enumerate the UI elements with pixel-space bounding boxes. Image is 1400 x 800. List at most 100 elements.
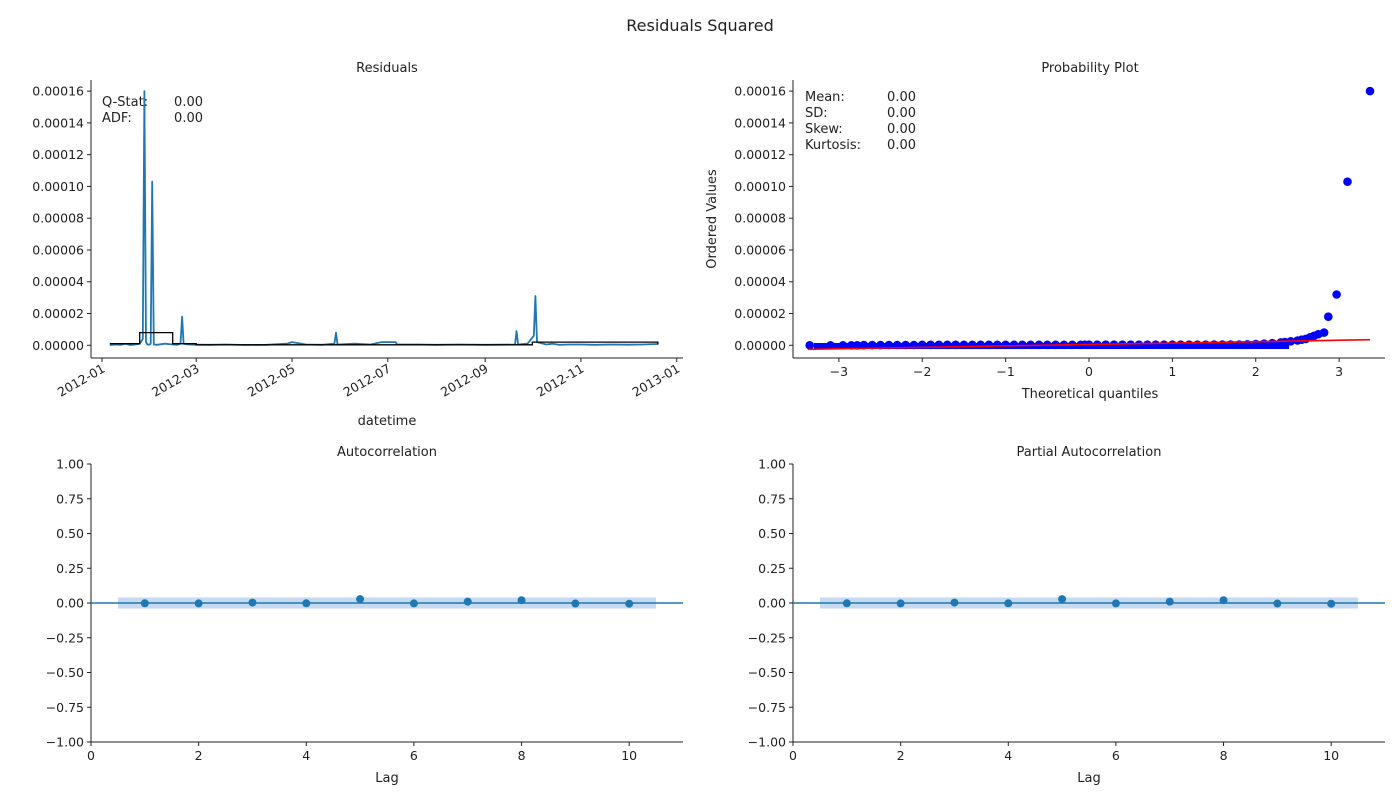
probplot-point xyxy=(1332,290,1341,299)
probplot-ytick-label: 0.00016 xyxy=(734,84,786,99)
residuals-xtick-label: 2012-09 xyxy=(438,361,491,400)
pacf-ytick-label: −1.00 xyxy=(748,735,786,750)
pacf-marker xyxy=(1327,599,1336,608)
acf-ytick-label: −1.00 xyxy=(46,735,84,750)
acf-xtick-label: 10 xyxy=(621,748,637,763)
pacf-marker xyxy=(1058,595,1067,604)
pacf-ytick-label: −0.75 xyxy=(748,700,786,715)
acf-ytick-label: 1.00 xyxy=(56,457,84,472)
pacf-title: Partial Autocorrelation xyxy=(1017,445,1162,460)
probplot-ytick-label: 0.00006 xyxy=(734,242,786,257)
pacf-panel: Partial Autocorrelation Lag −1.00 −0.75 −0… xyxy=(748,445,1385,786)
residuals-xtick-label: 2012-05 xyxy=(245,361,298,400)
acf-xtick-label: 2 xyxy=(195,748,203,763)
probplot-xtick-label: 0 xyxy=(1085,364,1093,379)
figure-title: Residuals Squared xyxy=(626,16,773,35)
pacf-marker xyxy=(1004,599,1013,608)
probplot-ytick-label: 0.00004 xyxy=(734,274,786,289)
probplot-stat-label: SD: xyxy=(805,106,828,121)
acf-marker xyxy=(625,599,634,608)
pacf-ytick-label: −0.25 xyxy=(748,630,786,645)
residuals-line xyxy=(109,90,658,346)
probplot-ytick-label: 0.00010 xyxy=(734,179,786,194)
pacf-marker xyxy=(896,599,905,608)
probplot-stat-value: 0.00 xyxy=(887,90,916,105)
pacf-xtick-label: 10 xyxy=(1323,748,1339,763)
acf-xtick-label: 0 xyxy=(87,748,95,763)
probplot-point xyxy=(1343,177,1352,186)
acf-marker xyxy=(356,595,365,604)
probplot-ytick-label: 0.00008 xyxy=(734,211,786,226)
residuals-ytick-label: 0.00008 xyxy=(32,211,84,226)
probplot-ylabel: Ordered Values xyxy=(705,169,720,269)
pacf-xtick-label: 0 xyxy=(789,748,797,763)
pacf-marker xyxy=(1273,599,1282,608)
acf-ytick-label: 0.00 xyxy=(56,596,84,611)
residuals-ytick-label: 0.00014 xyxy=(32,115,84,130)
pacf-ytick-label: 1.00 xyxy=(758,457,786,472)
acf-ytick-label: 0.75 xyxy=(56,491,84,506)
probplot-point xyxy=(1324,312,1333,322)
probplot-title: Probability Plot xyxy=(1041,61,1138,76)
acf-xtick-label: 6 xyxy=(410,748,418,763)
probplot-xtick-label: 1 xyxy=(1168,364,1176,379)
acf-xtick-label: 8 xyxy=(518,748,526,763)
probplot-xtick-label: −3 xyxy=(830,364,848,379)
acf-marker xyxy=(194,599,203,608)
residuals-stat-label: ADF: xyxy=(102,111,132,126)
residuals-ytick-label: 0.00010 xyxy=(32,179,84,194)
acf-ytick-label: −0.50 xyxy=(46,665,84,680)
pacf-xtick-label: 8 xyxy=(1220,748,1228,763)
residuals-panel: Residuals datetime 0.00000 0.00002 0.00004… xyxy=(32,61,683,429)
residuals-ytick-label: 0.00016 xyxy=(32,84,84,99)
probplot-ytick-label: 0.00012 xyxy=(734,147,786,162)
residuals-ytick-label: 0.00000 xyxy=(32,338,84,353)
acf-marker xyxy=(517,596,526,605)
acf-ytick-label: 0.25 xyxy=(56,561,84,576)
acf-ytick-label: 0.50 xyxy=(56,526,84,541)
probplot-xtick-label: −1 xyxy=(996,364,1014,379)
pacf-xtick-label: 6 xyxy=(1112,748,1120,763)
residuals-stat-value: 0.00 xyxy=(174,111,203,126)
probplot-ytick-label: 0.00014 xyxy=(734,115,786,130)
acf-panel: Autocorrelation Lag −1.00 −0.75 −0.50 −0.25… xyxy=(46,445,683,786)
residuals-xtick-label: 2013-01 xyxy=(629,361,682,400)
acf-marker xyxy=(302,599,311,608)
pacf-marker xyxy=(950,598,959,607)
probplot-stat-value: 0.00 xyxy=(887,122,916,137)
residuals-xtick-label: 2012-01 xyxy=(55,361,108,400)
acf-ytick-label: −0.75 xyxy=(46,700,84,715)
pacf-xlabel: Lag xyxy=(1077,771,1100,786)
residuals-ytick-label: 0.00004 xyxy=(32,274,84,289)
pacf-xtick-label: 2 xyxy=(897,748,905,763)
residuals-xlabel: datetime xyxy=(358,414,417,429)
probplot-stat-label: Mean: xyxy=(805,90,845,105)
probplot-ytick-label: 0.00002 xyxy=(734,306,786,321)
pacf-marker xyxy=(842,599,851,608)
residuals-xtick-label: 2012-11 xyxy=(534,361,587,400)
pacf-marker xyxy=(1219,596,1228,605)
probplot-point xyxy=(805,341,814,350)
residuals-xtick-label: 2012-03 xyxy=(149,361,202,400)
residuals-stat-label: Q-Stat: xyxy=(102,95,148,110)
probplot-xlabel: Theoretical quantiles xyxy=(1021,387,1159,402)
acf-xtick-label: 4 xyxy=(302,748,310,763)
residuals-ytick-label: 0.00006 xyxy=(32,242,84,257)
probplot-panel: Probability Plot Theoretical quantiles O… xyxy=(705,61,1385,402)
pacf-xtick-label: 4 xyxy=(1004,748,1012,763)
residuals-ytick-label: 0.00012 xyxy=(32,147,84,162)
acf-marker xyxy=(140,599,149,608)
acf-marker xyxy=(463,597,472,606)
acf-title: Autocorrelation xyxy=(337,445,437,460)
probplot-stat-value: 0.00 xyxy=(887,138,916,153)
residuals-ytick-label: 0.00002 xyxy=(32,306,84,321)
probplot-stat-value: 0.00 xyxy=(887,106,916,121)
pacf-ytick-label: 0.00 xyxy=(758,596,786,611)
pacf-ytick-label: 0.25 xyxy=(758,561,786,576)
probplot-xtick-label: 2 xyxy=(1252,364,1260,379)
residuals-title: Residuals xyxy=(356,61,418,76)
residuals-xtick-label: 2012-07 xyxy=(341,361,394,400)
probplot-ytick-label: 0.00000 xyxy=(734,338,786,353)
probplot-point xyxy=(1319,328,1329,337)
